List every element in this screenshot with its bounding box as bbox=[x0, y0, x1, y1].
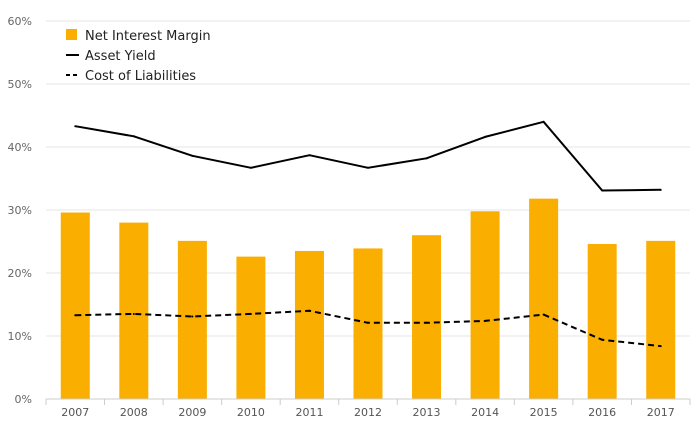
y-tick-label: 10% bbox=[8, 330, 32, 343]
y-axis-ticks: 0% 10% 20% 30% 40% 50% 60% bbox=[8, 15, 32, 406]
x-tick-label: 2008 bbox=[120, 406, 148, 419]
point-cost-of-liabilities bbox=[659, 345, 662, 348]
point-cost-of-liabilities bbox=[425, 321, 428, 324]
point-asset-yield bbox=[308, 154, 311, 157]
point-asset-yield bbox=[249, 166, 252, 169]
point-asset-yield bbox=[132, 135, 135, 138]
bar-net-interest-margin bbox=[587, 244, 617, 399]
point-asset-yield bbox=[659, 188, 662, 191]
x-tick-label: 2016 bbox=[588, 406, 616, 419]
x-tick-label: 2012 bbox=[354, 406, 382, 419]
y-tick-label: 0% bbox=[15, 393, 32, 406]
y-tick-label: 30% bbox=[8, 204, 32, 217]
x-tick-label: 2015 bbox=[530, 406, 558, 419]
x-tick-label: 2014 bbox=[471, 406, 499, 419]
bar-net-interest-margin bbox=[646, 240, 676, 399]
x-tick-label: 2017 bbox=[647, 406, 675, 419]
x-axis: 2007 2008 2009 2010 2011 2012 2013 2014 2015 2016… bbox=[45, 398, 691, 419]
bar-net-interest-margin bbox=[177, 240, 207, 399]
point-cost-of-liabilities bbox=[249, 312, 252, 315]
bar-net-interest-margin bbox=[60, 212, 90, 399]
x-tick-label: 2007 bbox=[61, 406, 89, 419]
legend-label: Cost of Liabilities bbox=[85, 69, 196, 84]
point-cost-of-liabilities bbox=[74, 314, 77, 317]
x-tick-label: 2011 bbox=[295, 406, 323, 419]
x-tick-label: 2010 bbox=[237, 406, 265, 419]
bar-net-interest-margin bbox=[470, 211, 500, 399]
x-tick-label: 2009 bbox=[178, 406, 206, 419]
legend: Net Interest Margin Asset Yield Cost of Li… bbox=[66, 29, 211, 84]
y-tick-label: 40% bbox=[8, 141, 32, 154]
legend-swatch-net-interest-margin bbox=[66, 29, 77, 40]
point-cost-of-liabilities bbox=[132, 312, 135, 315]
point-asset-yield bbox=[542, 120, 545, 123]
point-asset-yield bbox=[367, 166, 369, 169]
bar-net-interest-margin bbox=[236, 256, 266, 399]
y-tick-label: 50% bbox=[8, 78, 32, 91]
bar-net-interest-margin bbox=[119, 222, 149, 399]
point-asset-yield bbox=[601, 189, 604, 192]
point-cost-of-liabilities bbox=[484, 319, 487, 322]
point-cost-of-liabilities bbox=[308, 309, 311, 312]
point-cost-of-liabilities bbox=[542, 313, 545, 316]
bar-net-interest-margin bbox=[294, 250, 324, 399]
legend-label: Asset Yield bbox=[85, 49, 156, 64]
y-tick-label: 20% bbox=[8, 267, 32, 280]
legend-label: Net Interest Margin bbox=[85, 29, 211, 44]
line-series bbox=[74, 120, 662, 348]
point-asset-yield bbox=[484, 135, 487, 138]
bar-net-interest-margin bbox=[529, 198, 559, 399]
point-cost-of-liabilities bbox=[601, 338, 604, 341]
point-asset-yield bbox=[425, 157, 428, 160]
line-asset-yield bbox=[75, 120, 661, 192]
point-asset-yield bbox=[191, 154, 194, 157]
y-tick-label: 60% bbox=[8, 15, 32, 28]
bar-net-interest-margin bbox=[412, 235, 442, 399]
x-tick-label: 2013 bbox=[413, 406, 441, 419]
point-cost-of-liabilities bbox=[191, 315, 194, 318]
point-asset-yield bbox=[74, 125, 77, 128]
point-cost-of-liabilities bbox=[367, 321, 369, 324]
bar-series bbox=[60, 198, 676, 399]
grid-lines bbox=[46, 20, 690, 337]
